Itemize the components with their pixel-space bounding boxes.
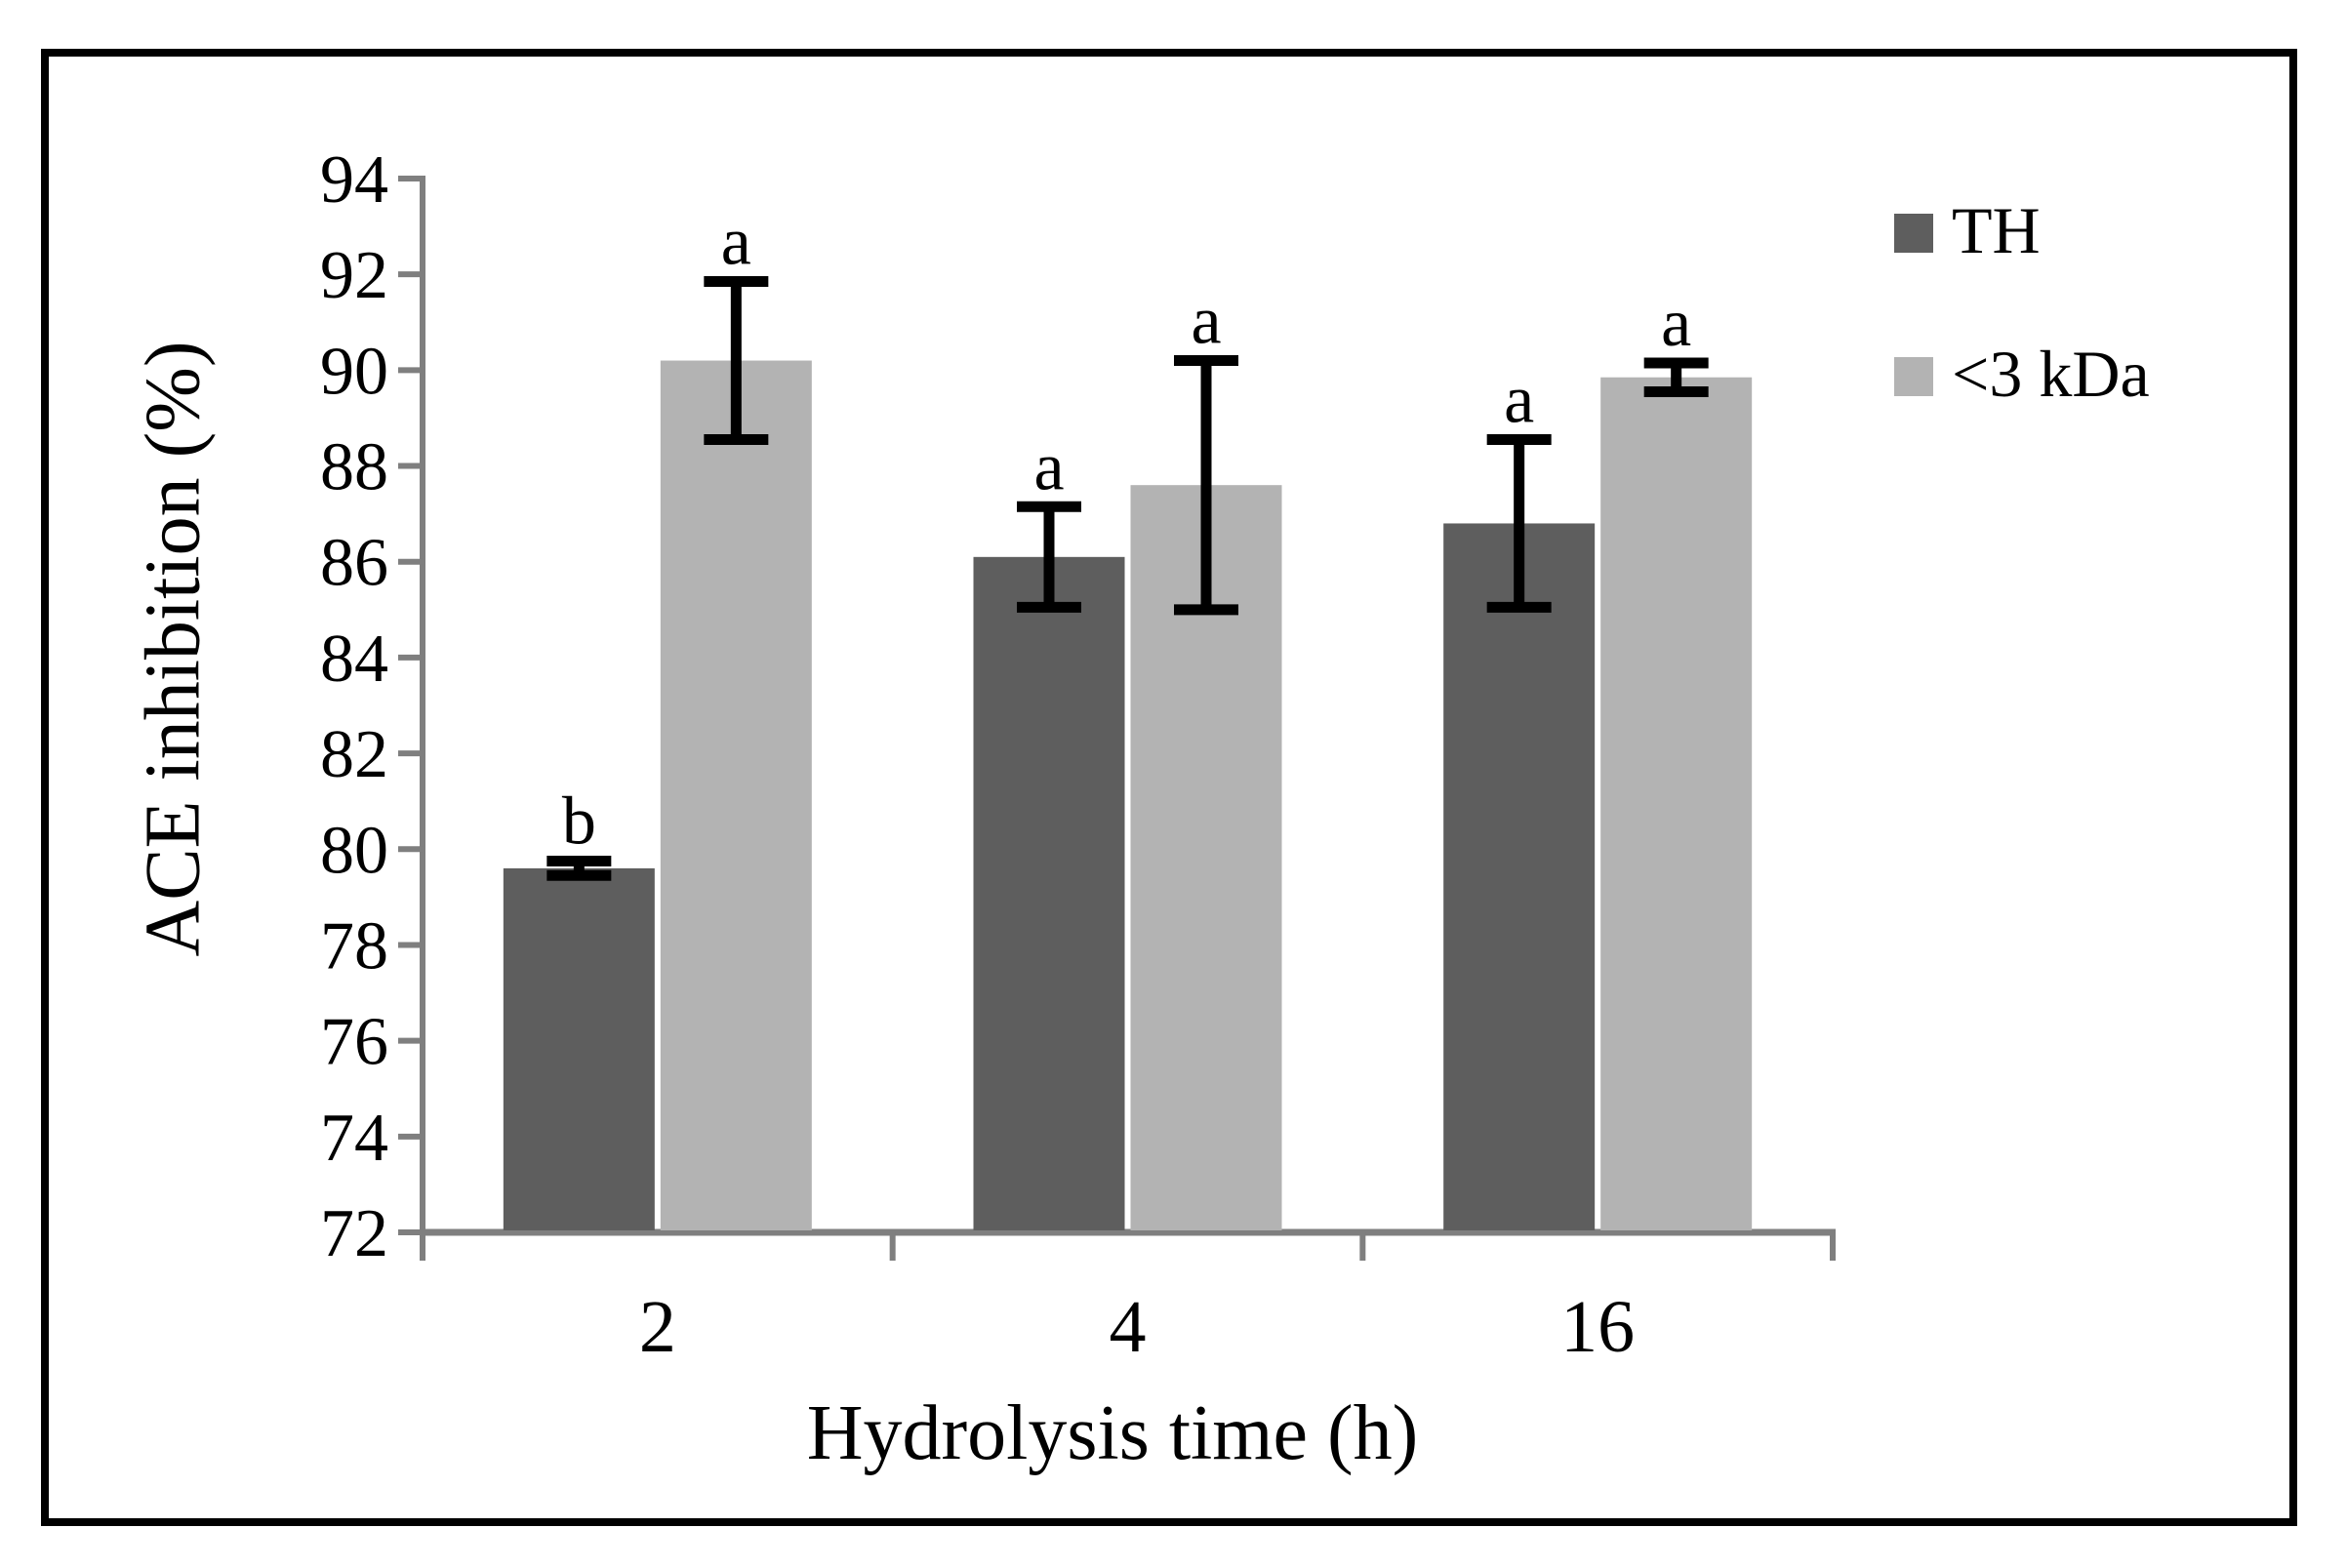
- y-tick-label: 74: [320, 1101, 388, 1176]
- bar-TH-4: [973, 556, 1125, 1230]
- y-tick-label: 90: [320, 334, 388, 409]
- y-tick-label: 84: [320, 622, 388, 697]
- legend-swatch-3kda: [1894, 357, 1933, 396]
- significance-letter: a: [1191, 284, 1221, 359]
- bar-TH-16: [1443, 523, 1596, 1230]
- y-tick-label: 82: [320, 717, 388, 792]
- y-tick-label: 86: [320, 526, 388, 601]
- bar-3kDa-2: [660, 360, 812, 1231]
- x-axis-title: Hydrolysis time (h): [807, 1390, 1419, 1476]
- legend-swatch-th: [1894, 214, 1933, 253]
- y-tick-label: 80: [320, 813, 388, 888]
- legend: TH <3 kDa: [1894, 193, 2150, 411]
- significance-letter: b: [562, 784, 596, 860]
- y-tick-label: 94: [320, 142, 388, 218]
- x-category-label: 4: [1110, 1286, 1147, 1368]
- significance-letter: a: [1504, 363, 1534, 438]
- plot-area: 94 92 90 88 86 84 82 80 78 76 74 72 2 4 16 b a a a a a: [320, 142, 1836, 1368]
- bar-TH-2: [503, 867, 655, 1230]
- x-category-label: 16: [1560, 1286, 1635, 1368]
- y-tick-label: 76: [320, 1005, 388, 1080]
- significance-letter: a: [721, 205, 751, 280]
- y-tick-label: 72: [320, 1196, 388, 1271]
- significance-letter: a: [1033, 429, 1064, 504]
- y-tick-label: 92: [320, 238, 388, 313]
- y-axis-title: ACE inhibition (%): [130, 341, 216, 956]
- legend-label-th: TH: [1952, 193, 2041, 267]
- significance-letter: a: [1661, 286, 1691, 361]
- y-tick-label: 88: [320, 430, 388, 505]
- x-category-label: 2: [639, 1286, 676, 1368]
- bar-3kDa-16: [1600, 377, 1753, 1230]
- legend-label-3kda: <3 kDa: [1952, 337, 2150, 411]
- y-tick-label: 78: [320, 908, 388, 984]
